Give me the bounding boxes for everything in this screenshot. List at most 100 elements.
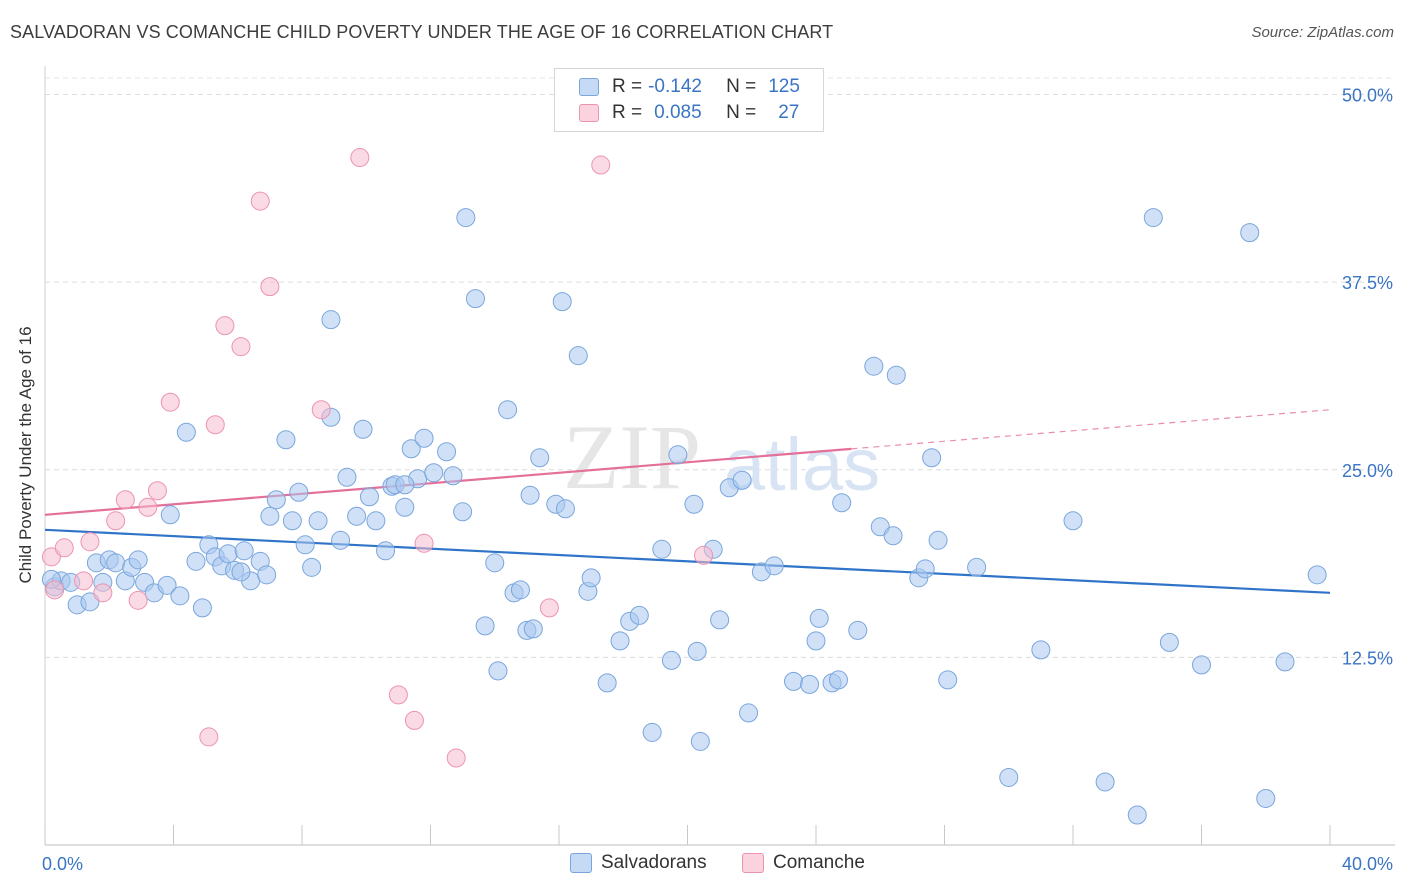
salvadoran-point: [1143, 208, 1163, 228]
salvadoran-point: [395, 475, 415, 495]
salvadoran-point: [353, 419, 373, 439]
salvadoran-point: [295, 535, 315, 555]
comanche-point: [93, 583, 113, 603]
salvadoran-point: [266, 490, 286, 510]
legend-r-label: R =: [612, 76, 643, 97]
salvadoran-point: [523, 619, 543, 639]
comanche-point: [160, 392, 180, 412]
data-points: [41, 148, 1327, 825]
salvadoran-point: [597, 673, 617, 693]
legend-n-value: 125: [768, 76, 800, 97]
comanche-point: [54, 538, 74, 558]
legend-row-salvadorans: R = -0.142 N = 125: [579, 75, 800, 99]
salvadoran-point: [465, 289, 485, 309]
salvadoran-point: [764, 556, 784, 576]
comanche-point: [45, 580, 65, 600]
salvadoran-point: [999, 767, 1019, 787]
salvadoran-point: [218, 544, 238, 564]
comanche-point: [74, 571, 94, 591]
watermark-atlas: atlas: [724, 423, 880, 506]
y-tick-label: 37.5%: [1342, 273, 1393, 293]
comanche-point: [446, 748, 466, 768]
comanche-point: [260, 277, 280, 297]
stats-legend: R = -0.142 N = 125 R = 0.085 N = 27: [554, 68, 824, 132]
salvadoran-point: [938, 670, 958, 690]
salvadoran-point: [967, 557, 987, 577]
salvadoran-point: [424, 463, 444, 483]
salvadoran-point: [106, 553, 126, 573]
salvadoran-point: [510, 580, 530, 600]
salvadoran-point: [257, 565, 277, 585]
salvadoran-point: [437, 442, 457, 462]
salvadoran-point: [520, 485, 540, 505]
salvadoran-point: [453, 502, 473, 522]
salvadoran-point: [395, 497, 415, 517]
comanche-point: [199, 727, 219, 747]
salvadoran-point: [800, 674, 820, 694]
salvadoran-point: [568, 346, 588, 366]
salvadoran-point: [160, 505, 180, 525]
salvadoran-point: [1159, 632, 1179, 652]
salvadoran-point: [687, 641, 707, 661]
salvadoran-point: [1192, 655, 1211, 675]
salvadoran-point: [176, 422, 196, 442]
y-tick-label: 25.0%: [1342, 461, 1393, 481]
series-legend: Salvadorans Comanche: [0, 852, 1406, 878]
legend-r-value: 0.085: [654, 102, 702, 123]
salvadoran-point: [321, 310, 341, 330]
salvadoran-point: [475, 616, 495, 636]
series-legend-label: Comanche: [773, 852, 865, 873]
salvadoran-point: [848, 620, 868, 640]
comanche-point: [694, 545, 714, 565]
y-tick-label: 50.0%: [1342, 86, 1393, 106]
salvadoran-point: [443, 466, 463, 486]
x-tick-label: 0.0%: [42, 854, 83, 874]
legend-r-value: -0.142: [648, 76, 702, 97]
salvadoran-point: [832, 493, 852, 513]
comanche-point: [138, 497, 158, 517]
comanche-point: [128, 590, 148, 610]
comanche-point: [414, 533, 434, 553]
comanche-point: [231, 337, 251, 357]
salvadoran-point: [331, 530, 351, 550]
salvadoran-point: [883, 526, 903, 546]
legend-row-comanche: R = 0.085 N = 27: [579, 101, 799, 125]
salvadoran-point: [376, 541, 396, 561]
salvadoran-point: [581, 568, 601, 588]
comanche-point: [311, 400, 331, 420]
y-tick-label: 12.5%: [1342, 648, 1393, 668]
salvadoran-point: [530, 448, 550, 468]
salvadoran-point: [414, 428, 434, 448]
comanche-point: [106, 511, 126, 531]
salvadoran-point: [710, 610, 730, 630]
salvadoran-point: [552, 292, 572, 312]
salvadoran-point: [1307, 565, 1327, 585]
salvadoran-point: [739, 703, 759, 723]
salvadoran-point: [661, 650, 681, 670]
salvadoran-point: [828, 670, 848, 690]
salvadoran-point: [337, 467, 357, 487]
x-tick-label: 40.0%: [1342, 854, 1393, 874]
salvadoran-point: [610, 631, 630, 651]
legend-r-label: R =: [612, 102, 643, 123]
salvadoran-point: [555, 499, 575, 519]
salvadoran-point: [1031, 640, 1051, 660]
salvadoran-point: [347, 506, 367, 526]
comanche-point: [591, 155, 611, 175]
salvadoran-point: [1256, 788, 1276, 808]
salvadoran-point: [128, 550, 148, 570]
tick-labels: 12.5% 25.0% 37.5% 50.0% 0.0% 40.0%: [42, 86, 1393, 874]
salvadoran-point: [157, 575, 177, 595]
comanche-point: [80, 532, 100, 552]
salvadoran-point: [289, 482, 309, 502]
salvadoran-point: [231, 562, 251, 582]
source-label: Source: ZipAtlas.com: [1251, 24, 1394, 41]
comanche-point: [539, 598, 559, 618]
salvadoran-point: [308, 511, 328, 531]
comanche-point: [115, 490, 135, 510]
series-swatch-comanche: [742, 853, 764, 873]
salvadoran-point: [922, 448, 942, 468]
comanche-point: [215, 316, 235, 336]
salvadoran-point: [170, 586, 190, 606]
